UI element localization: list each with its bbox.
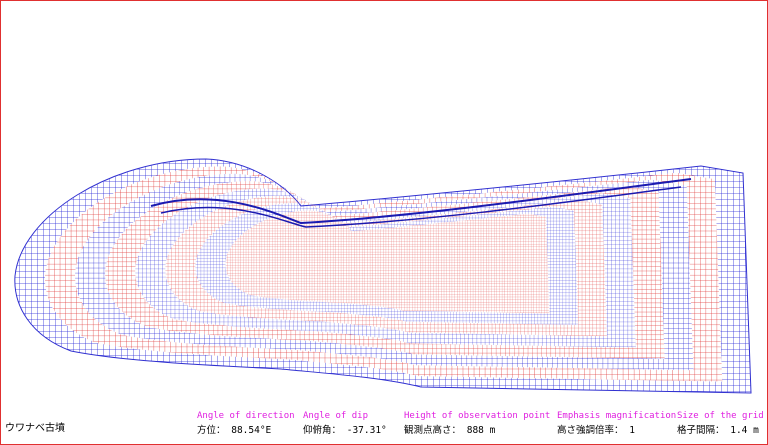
param-label: Height of observation point [404, 411, 551, 421]
tomb-mesh [14, 158, 752, 394]
param-value: 仰俯角： -37.31° [303, 425, 387, 436]
param-value: 高さ強調倍率： 1 [557, 425, 635, 436]
ridge-line [150, 178, 692, 225]
site-name: ウワナベ古墳 [5, 423, 65, 434]
param-value: 格子間隔： 1.4 m [677, 425, 759, 436]
param-label: Size of the grid [677, 411, 764, 421]
param-label: Angle of dip [303, 411, 369, 421]
param-value: 観測点高さ： 888 m [404, 425, 496, 436]
param-label: Angle of direction [197, 411, 295, 421]
param-label: Emphasis magnification [557, 411, 677, 421]
param-value: 方位： 88.54°E [197, 425, 272, 436]
ridge-line [160, 186, 682, 228]
